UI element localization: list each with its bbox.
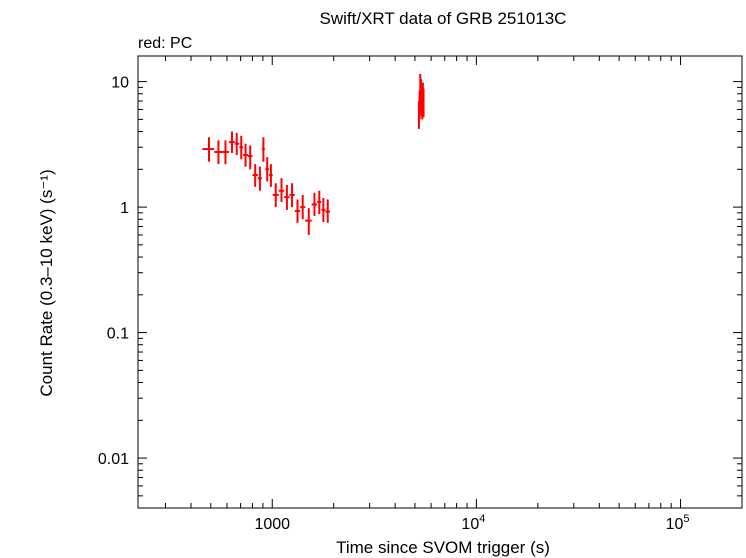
x-axis-label: Time since SVOM trigger (s) (336, 538, 550, 557)
data-point (295, 199, 300, 222)
x-tick-label: 105 (666, 513, 690, 533)
chart-subtitle: red: PC (138, 35, 192, 52)
data-point (279, 178, 285, 202)
axis-ticks (138, 56, 742, 508)
y-tick-label: 1 (120, 200, 129, 217)
data-point (269, 164, 273, 187)
plot-frame (138, 56, 742, 508)
data-point (252, 164, 257, 187)
x-tick-label: 1000 (254, 516, 290, 533)
x-tick-label: 104 (461, 513, 485, 533)
data-point (423, 89, 424, 118)
data-point (229, 132, 235, 153)
y-tick-label: 0.1 (107, 326, 129, 343)
data-point (239, 136, 243, 160)
data-point (290, 183, 295, 207)
data-point (300, 195, 305, 219)
data-point (305, 208, 311, 235)
data-point (317, 191, 321, 214)
data-point (262, 137, 265, 161)
chart-title: Swift/XRT data of GRB 251013C (320, 9, 567, 28)
data-point (325, 199, 330, 222)
data-point (273, 183, 279, 207)
y-tick-label: 10 (111, 75, 129, 92)
data-point (258, 167, 262, 191)
data-point (284, 185, 289, 210)
y-tick-label: 0.01 (98, 451, 129, 468)
y-axis-label: Count Rate (0.3–10 keV) (s⁻¹) (37, 169, 56, 396)
data-point (214, 140, 222, 164)
data-series-pc (202, 74, 423, 235)
tick-labels: 1000 104 105 10 1 0.1 0.01 (98, 75, 690, 533)
data-point (248, 145, 253, 169)
data-point (202, 137, 214, 161)
data-point (243, 144, 248, 167)
data-point (312, 193, 318, 216)
data-point (235, 133, 240, 155)
data-point (321, 198, 325, 222)
data-point (222, 140, 229, 164)
data-point (265, 157, 269, 181)
